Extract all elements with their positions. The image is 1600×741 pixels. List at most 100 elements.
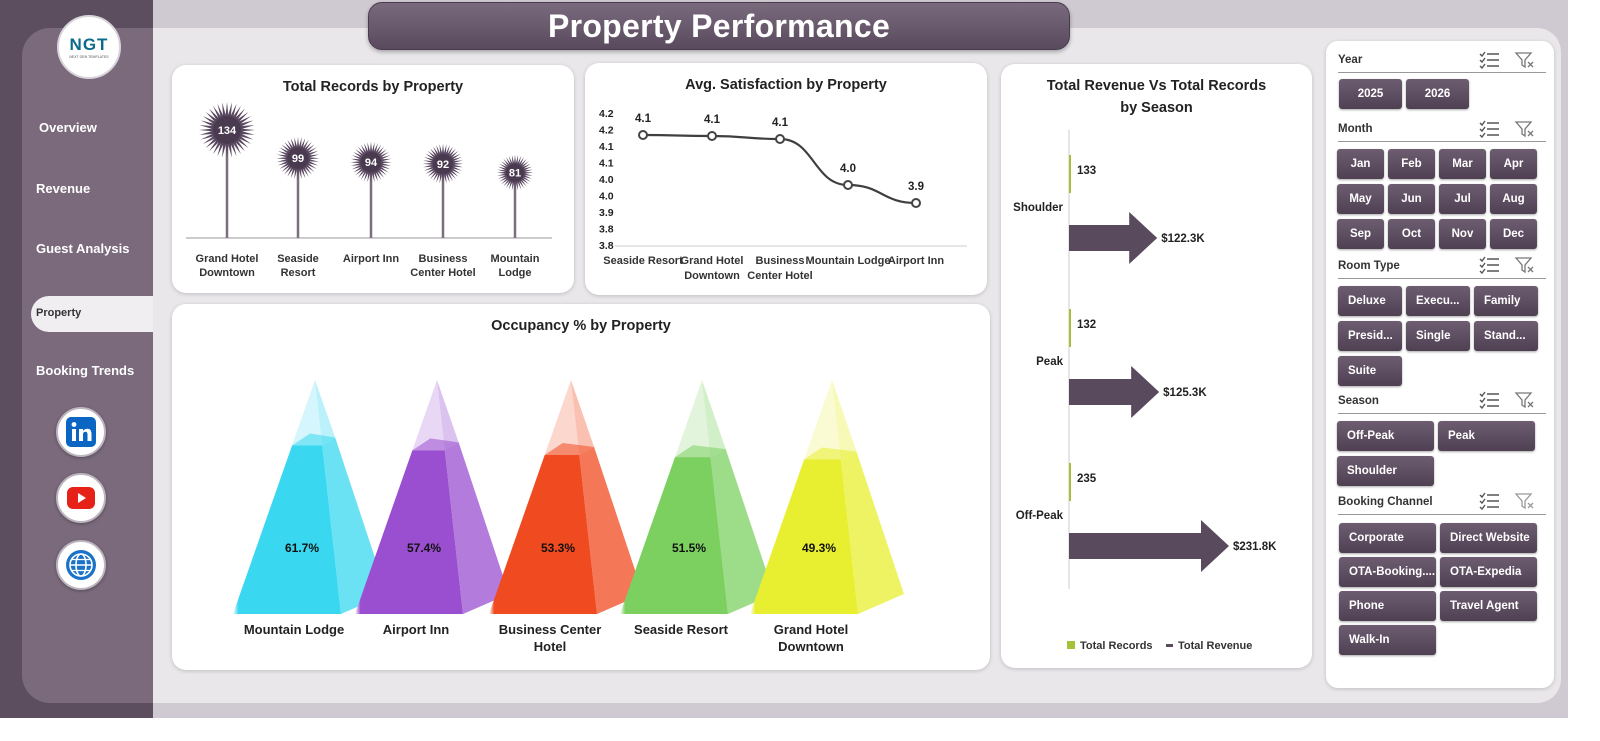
clear-filter-icon[interactable] (1514, 51, 1536, 69)
month-option-oct[interactable]: Oct (1388, 219, 1435, 249)
channel-option-direct-website[interactable]: Direct Website (1440, 523, 1537, 553)
month-option-jan[interactable]: Jan (1337, 149, 1384, 179)
nav-booking-trends[interactable]: Booking Trends (36, 363, 135, 378)
page-title: Property Performance (547, 7, 891, 44)
data-label: 4.1 (635, 113, 652, 125)
satisfaction-line (642, 133, 917, 205)
revenue-arrow (1069, 520, 1229, 572)
pyramid-ghost-side (702, 380, 726, 458)
season-card: Total Revenue Vs Total Records by Season… (1001, 64, 1312, 668)
x-tick-label: Business (419, 253, 468, 265)
globe-icon[interactable] (56, 540, 106, 590)
multi-select-icon[interactable] (1478, 120, 1500, 138)
data-label: 3.9 (908, 181, 924, 193)
month-option-feb[interactable]: Feb (1388, 149, 1435, 179)
y-tick-label: 4.1 (599, 158, 614, 170)
year-slicer-title: Year (1338, 54, 1363, 66)
month-option-sep[interactable]: Sep (1337, 219, 1384, 249)
divider (1338, 514, 1546, 515)
room-type-option-single[interactable]: Single (1406, 321, 1470, 351)
clear-filter-icon[interactable] (1514, 120, 1536, 138)
month-option-nov[interactable]: Nov (1439, 219, 1486, 249)
clear-filter-icon[interactable] (1514, 391, 1536, 409)
season-option-peak[interactable]: Peak (1438, 421, 1535, 451)
y-tick-label: 3.8 (599, 224, 614, 236)
data-label: 92 (437, 159, 449, 171)
y-tick-label: 3.9 (599, 207, 614, 219)
line-point (638, 130, 648, 140)
room-type-option-family[interactable]: Family (1474, 286, 1538, 316)
occupancy-card: Occupancy % by Property 61.7% Mountain Lo… (172, 304, 990, 670)
data-label: 51.5% (672, 541, 706, 555)
records-title: Total Records by Property (282, 79, 464, 95)
divider (1338, 72, 1546, 73)
season-option-shoulder[interactable]: Shoulder (1337, 456, 1434, 486)
x-tick-label: Mountain Lodge (244, 622, 344, 637)
room-type-option-suite[interactable]: Suite (1338, 356, 1402, 386)
nav-guest-analysis[interactable]: Guest Analysis (36, 241, 130, 256)
season-title-line1: Total Revenue Vs Total Records (1046, 78, 1267, 94)
room-type-option-deluxe[interactable]: Deluxe (1338, 286, 1402, 316)
starburst-core (213, 116, 241, 144)
year-option-2026[interactable]: 2026 (1406, 79, 1469, 109)
x-tick-label: Seaside Resort (634, 622, 729, 637)
channel-option-ota-booking[interactable]: OTA-Booking.... (1339, 557, 1436, 587)
x-tick-label: Mountain (491, 253, 540, 265)
line-point (775, 134, 785, 144)
channel-option-travel-agent[interactable]: Travel Agent (1440, 591, 1537, 621)
starburst-core (360, 152, 382, 173)
month-option-apr[interactable]: Apr (1490, 149, 1537, 179)
data-label: 57.4% (407, 541, 441, 555)
pyramid-front (489, 455, 597, 614)
data-label: 53.3% (541, 541, 575, 555)
clear-filter-icon[interactable] (1514, 492, 1536, 510)
y-tick-label: Shoulder (1013, 202, 1063, 214)
logo-text: NGT (69, 35, 109, 54)
room-type-option-standard[interactable]: Stand... (1474, 321, 1538, 351)
nav-overview[interactable]: Overview (39, 120, 97, 135)
records-card: Total Records by Property 134 Grand Hotel… (172, 65, 574, 293)
x-tick-label: Center Hotel (747, 270, 812, 282)
data-label: 49.3% (802, 541, 836, 555)
multi-select-icon[interactable] (1478, 492, 1500, 510)
nav-property[interactable]: Property (31, 296, 153, 332)
multi-select-icon[interactable] (1478, 391, 1500, 409)
year-option-2025[interactable]: 2025 (1339, 79, 1402, 109)
page-title-banner: Property Performance (368, 2, 1070, 50)
month-option-may[interactable]: May (1337, 184, 1384, 214)
x-tick-label: Seaside Resort (603, 255, 683, 267)
room-type-option-executive[interactable]: Execu... (1406, 286, 1470, 316)
x-tick-label: Grand Hotel (196, 253, 259, 265)
revenue-arrow (1069, 212, 1158, 264)
x-tick-label: Downtown (684, 270, 740, 282)
x-tick-label: Airport Inn (383, 622, 449, 637)
x-tick-label: Seaside (277, 253, 319, 265)
pyramid-front (620, 457, 728, 614)
room-type-slicer-title: Room Type (1338, 260, 1400, 272)
month-option-jul[interactable]: Jul (1439, 184, 1486, 214)
data-label: 61.7% (285, 541, 319, 555)
channel-option-ota-expedia[interactable]: OTA-Expedia (1440, 557, 1537, 587)
channel-option-phone[interactable]: Phone (1339, 591, 1436, 621)
youtube-icon[interactable] (56, 473, 106, 523)
pyramid-top-cap (544, 443, 595, 456)
channel-option-walk-in[interactable]: Walk-In (1339, 625, 1436, 655)
season-option-off-peak[interactable]: Off-Peak (1337, 421, 1434, 451)
multi-select-icon[interactable] (1478, 256, 1500, 274)
pyramid-ghost-front (412, 380, 445, 451)
month-option-aug[interactable]: Aug (1490, 184, 1537, 214)
nav-revenue[interactable]: Revenue (36, 181, 91, 196)
x-tick-label: Mountain Lodge (806, 255, 891, 267)
clear-filter-icon[interactable] (1514, 256, 1536, 274)
month-option-jun[interactable]: Jun (1388, 184, 1435, 214)
linkedin-icon[interactable] (56, 407, 106, 457)
month-option-dec[interactable]: Dec (1490, 219, 1537, 249)
x-tick-label: Hotel (534, 639, 567, 654)
room-type-option-presidential[interactable]: Presid... (1338, 321, 1402, 351)
month-option-mar[interactable]: Mar (1439, 149, 1486, 179)
multi-select-icon[interactable] (1478, 51, 1500, 69)
y-tick-label: 4.2 (599, 108, 614, 120)
revenue-label: $125.3K (1163, 387, 1207, 399)
y-tick-label: Peak (1036, 356, 1063, 368)
channel-option-corporate[interactable]: Corporate (1339, 523, 1436, 553)
